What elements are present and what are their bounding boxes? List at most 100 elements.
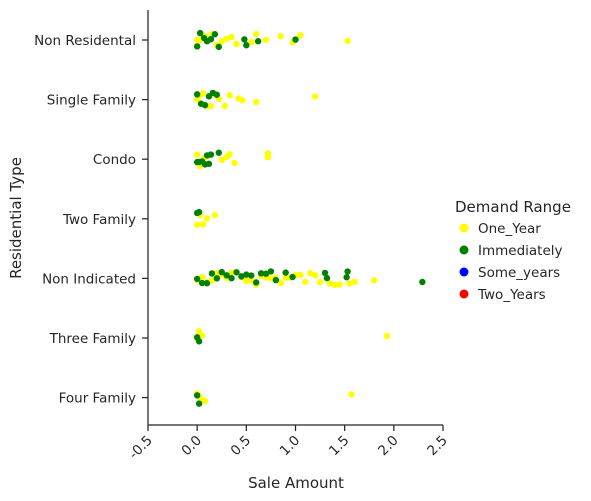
point-one-year-14 (262, 36, 270, 44)
y-axis-ticks: Non Residental Single Family Condo Two Fami… (34, 33, 148, 407)
legend-marker-one-year (459, 223, 469, 233)
point-one-year-63 (267, 275, 275, 282)
point-immediately-8 (243, 42, 250, 49)
point-one-year-51 (208, 277, 216, 284)
point-immediately-16 (213, 91, 221, 98)
x-tick-label-4: 1.5 (326, 433, 353, 460)
point-one-year-72 (311, 271, 319, 279)
data-points (193, 29, 426, 407)
point-immediately-41 (262, 270, 270, 277)
point-one-year-9 (223, 35, 230, 42)
point-immediately-7 (241, 36, 248, 43)
point-one-year-31 (311, 93, 319, 100)
point-one-year-1 (195, 37, 203, 45)
point-one-year-82 (198, 332, 206, 339)
point-immediately-53 (193, 392, 201, 399)
point-one-year-29 (239, 97, 246, 104)
point-one-year-55 (228, 269, 235, 276)
point-one-year-26 (221, 102, 228, 110)
point-immediately-30 (208, 270, 216, 277)
point-one-year-13 (252, 30, 260, 38)
y-tick-label-non-indicated: Non Indicated (42, 271, 136, 287)
y-axis-title: Residential Type (7, 157, 25, 279)
x-tick-label-1: 0.0 (178, 433, 205, 460)
point-one-year-65 (277, 279, 284, 287)
point-one-year-83 (383, 332, 391, 340)
point-one-year-78 (351, 278, 358, 286)
point-immediately-48 (343, 274, 350, 281)
point-immediately-11 (193, 91, 201, 98)
point-one-year-12 (248, 39, 255, 46)
x-tick-label-0: -0.5 (126, 433, 156, 463)
y-tick-label-three-family: Three Family (49, 331, 136, 347)
legend-marker-two-years (459, 289, 469, 299)
point-immediately-24 (215, 149, 222, 156)
point-immediately-44 (282, 269, 289, 276)
y-tick-label-non-residental: Non Residental (34, 33, 136, 49)
point-immediately-10 (292, 36, 299, 43)
point-one-year-30 (252, 98, 260, 106)
point-immediately-29 (203, 280, 211, 287)
point-one-year-15 (277, 33, 284, 40)
point-immediately-26 (195, 208, 203, 216)
point-immediately-50 (419, 278, 426, 286)
point-immediately-49 (344, 268, 351, 275)
y-tick-label-two-family: Two Family (62, 212, 136, 228)
point-immediately-46 (321, 269, 329, 277)
point-immediately-54 (195, 400, 203, 407)
point-one-year-75 (331, 281, 339, 289)
point-immediately-38 (248, 272, 255, 279)
point-one-year-58 (243, 277, 250, 285)
point-immediately-0 (193, 43, 201, 50)
point-one-year-79 (370, 277, 378, 284)
point-one-year-52 (213, 270, 221, 277)
point-immediately-52 (195, 338, 203, 345)
point-one-year-42 (264, 150, 272, 157)
point-one-year-11 (233, 40, 240, 48)
point-one-year-77 (346, 280, 353, 287)
legend-label-one-year: One_Year (478, 221, 541, 237)
point-immediately-13 (201, 101, 209, 109)
point-immediately-6 (215, 43, 222, 51)
point-one-year-21 (199, 90, 207, 97)
point-one-year-49 (198, 273, 206, 281)
point-immediately-31 (213, 275, 221, 282)
y-tick-label-four-family: Four Family (59, 391, 136, 407)
point-one-year-73 (316, 278, 324, 286)
point-immediately-37 (243, 271, 250, 278)
point-one-year-8 (218, 38, 225, 45)
point-immediately-34 (228, 275, 235, 282)
point-one-year-43 (193, 221, 201, 228)
point-one-year-36 (218, 156, 225, 164)
point-immediately-32 (218, 268, 225, 276)
point-one-year-69 (297, 271, 304, 278)
point-immediately-43 (272, 276, 280, 284)
point-immediately-28 (198, 279, 206, 287)
point-immediately-5 (211, 31, 219, 38)
x-tick-label-5: 2.0 (375, 433, 402, 460)
x-tick-label-6: 2.5 (424, 433, 451, 460)
point-immediately-23 (207, 151, 215, 158)
point-one-year-70 (302, 278, 309, 286)
point-immediately-40 (257, 270, 265, 277)
point-one-year-18 (344, 37, 351, 45)
point-immediately-27 (193, 275, 201, 283)
legend-marker-immediately (459, 245, 469, 255)
point-immediately-33 (223, 272, 230, 279)
point-immediately-1 (196, 29, 204, 37)
legend-label-immediately: Immediately (478, 243, 563, 259)
point-one-year-76 (336, 281, 343, 288)
legend-title: Demand Range (455, 198, 571, 216)
point-one-year-71 (307, 270, 314, 277)
point-one-year-66 (282, 274, 289, 281)
point-immediately-4 (207, 35, 215, 43)
point-one-year-17 (297, 32, 304, 39)
point-one-year-74 (326, 280, 334, 287)
point-immediately-45 (289, 273, 296, 281)
point-immediately-9 (254, 38, 262, 45)
y-tick-label-single-family: Single Family (47, 93, 136, 109)
point-one-year-59 (248, 277, 255, 284)
point-immediately-22 (205, 160, 213, 168)
legend: Demand Range One_Year Immediately Some_yea… (455, 198, 571, 303)
point-one-year-27 (226, 92, 233, 99)
